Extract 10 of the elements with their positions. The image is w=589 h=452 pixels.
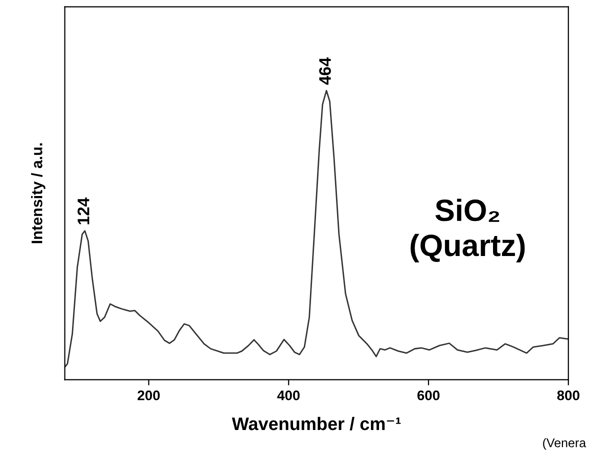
x-tick-label: 600 — [417, 390, 440, 400]
annotation: SiO₂ (Quartz) — [410, 198, 525, 262]
x-tick-label: 400 — [277, 390, 300, 400]
y-axis-title: Intensity / a.u. — [31, 143, 46, 244]
x-tick-label: 200 — [138, 390, 160, 400]
text: (Venera — [543, 438, 586, 450]
x-axis-title: Wavenumber / cm⁻¹ — [232, 416, 401, 430]
annotation: 124 — [78, 198, 90, 224]
annotation: 464 — [319, 57, 331, 85]
x-tick-label: 800 — [557, 390, 580, 400]
